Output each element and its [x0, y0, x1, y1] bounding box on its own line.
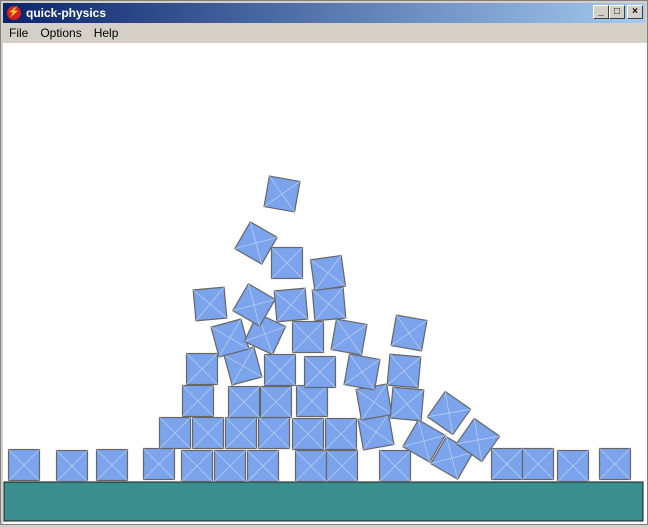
menu-help[interactable]: Help	[93, 26, 119, 40]
physics-box[interactable]	[158, 416, 192, 450]
physics-box[interactable]	[7, 448, 41, 482]
close-button[interactable]: ×	[627, 5, 643, 19]
physics-box[interactable]	[232, 283, 276, 327]
physics-box[interactable]	[490, 447, 524, 481]
physics-box[interactable]	[291, 320, 325, 354]
physics-box[interactable]	[185, 352, 219, 386]
physics-box[interactable]	[303, 355, 337, 389]
maximize-button[interactable]: □	[609, 5, 625, 19]
title-bar[interactable]: ⚡ quick-physics _ □ ×	[3, 3, 645, 23]
physics-box[interactable]	[311, 286, 347, 322]
physics-box[interactable]	[343, 353, 381, 391]
physics-box[interactable]	[521, 447, 555, 481]
physics-box[interactable]	[55, 449, 89, 483]
physics-box[interactable]	[246, 449, 280, 483]
physics-box[interactable]	[273, 287, 309, 323]
physics-box[interactable]	[355, 383, 393, 421]
window-title: quick-physics	[26, 6, 107, 20]
physics-box[interactable]	[180, 449, 214, 483]
physics-box[interactable]	[191, 416, 225, 450]
physics-box[interactable]	[402, 419, 446, 463]
physics-box[interactable]	[389, 386, 425, 422]
physics-box[interactable]	[455, 417, 501, 463]
physics-box[interactable]	[224, 416, 258, 450]
physics-box[interactable]	[234, 221, 278, 265]
minimize-button[interactable]: _	[593, 5, 609, 19]
physics-box[interactable]	[142, 447, 176, 481]
physics-scene	[3, 175, 644, 522]
physics-box[interactable]	[263, 175, 301, 213]
physics-box[interactable]	[324, 417, 358, 451]
ground	[3, 481, 644, 522]
physics-box[interactable]	[291, 417, 325, 451]
physics-box[interactable]	[598, 447, 632, 481]
physics-box[interactable]	[213, 449, 247, 483]
physics-box[interactable]	[259, 385, 293, 419]
physics-box[interactable]	[270, 246, 304, 280]
simulation-canvas[interactable]	[3, 43, 647, 524]
physics-box[interactable]	[294, 449, 328, 483]
physics-box[interactable]	[257, 416, 291, 450]
physics-box[interactable]	[223, 346, 263, 386]
physics-box[interactable]	[426, 390, 472, 436]
physics-box[interactable]	[556, 449, 590, 483]
physics-box[interactable]	[325, 449, 359, 483]
physics-box[interactable]	[386, 353, 422, 389]
physics-box[interactable]	[227, 385, 261, 419]
physics-box[interactable]	[95, 448, 129, 482]
menu-bar: File Options Help	[3, 24, 645, 42]
menu-file[interactable]: File	[9, 26, 29, 40]
physics-box[interactable]	[330, 318, 368, 356]
physics-box[interactable]	[378, 449, 412, 483]
physics-box[interactable]	[181, 384, 215, 418]
physics-box[interactable]	[263, 353, 297, 387]
physics-box[interactable]	[295, 384, 329, 418]
physics-box[interactable]	[210, 318, 250, 358]
lightning-icon: ⚡	[7, 6, 21, 20]
physics-box[interactable]	[390, 314, 428, 352]
physics-box[interactable]	[309, 254, 347, 292]
physics-box[interactable]	[192, 286, 228, 322]
menu-options[interactable]: Options	[40, 26, 82, 40]
